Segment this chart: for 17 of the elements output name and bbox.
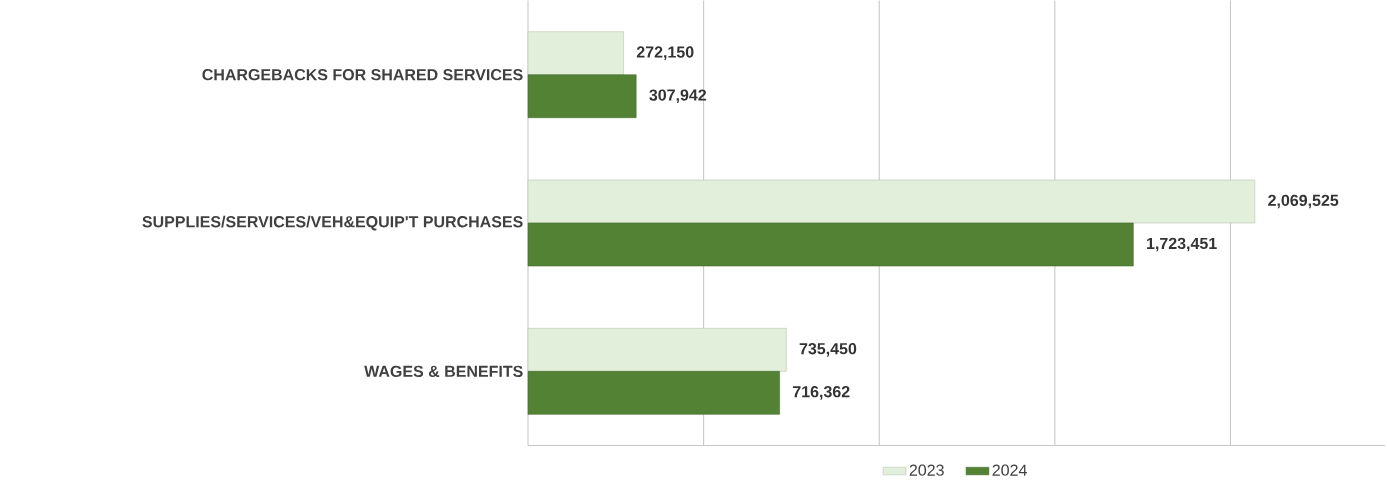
legend-label: 2023 — [909, 464, 944, 477]
legend-label: 2024 — [992, 464, 1027, 477]
bar — [527, 179, 1256, 224]
data-label: 2,069,525 — [1268, 194, 1339, 209]
bar — [527, 31, 624, 76]
bar — [527, 328, 787, 372]
data-label: 735,450 — [799, 343, 857, 357]
bar — [527, 371, 780, 415]
y-tick-label: WAGES & BENEFITS — [364, 365, 523, 378]
y-tick-label: CHARGEBACKS FOR SHARED SERVICES — [202, 69, 523, 81]
bar — [527, 222, 1134, 267]
data-label: 1,723,451 — [1147, 237, 1217, 252]
bar — [527, 74, 637, 119]
data-label: 272,150 — [636, 46, 694, 61]
y-tick-label: SUPPLIES/SERVICES/VEH&EQUIP'T PURCHASES — [142, 215, 523, 231]
data-label: 716,362 — [793, 386, 850, 400]
data-label: 307,942 — [649, 89, 707, 104]
